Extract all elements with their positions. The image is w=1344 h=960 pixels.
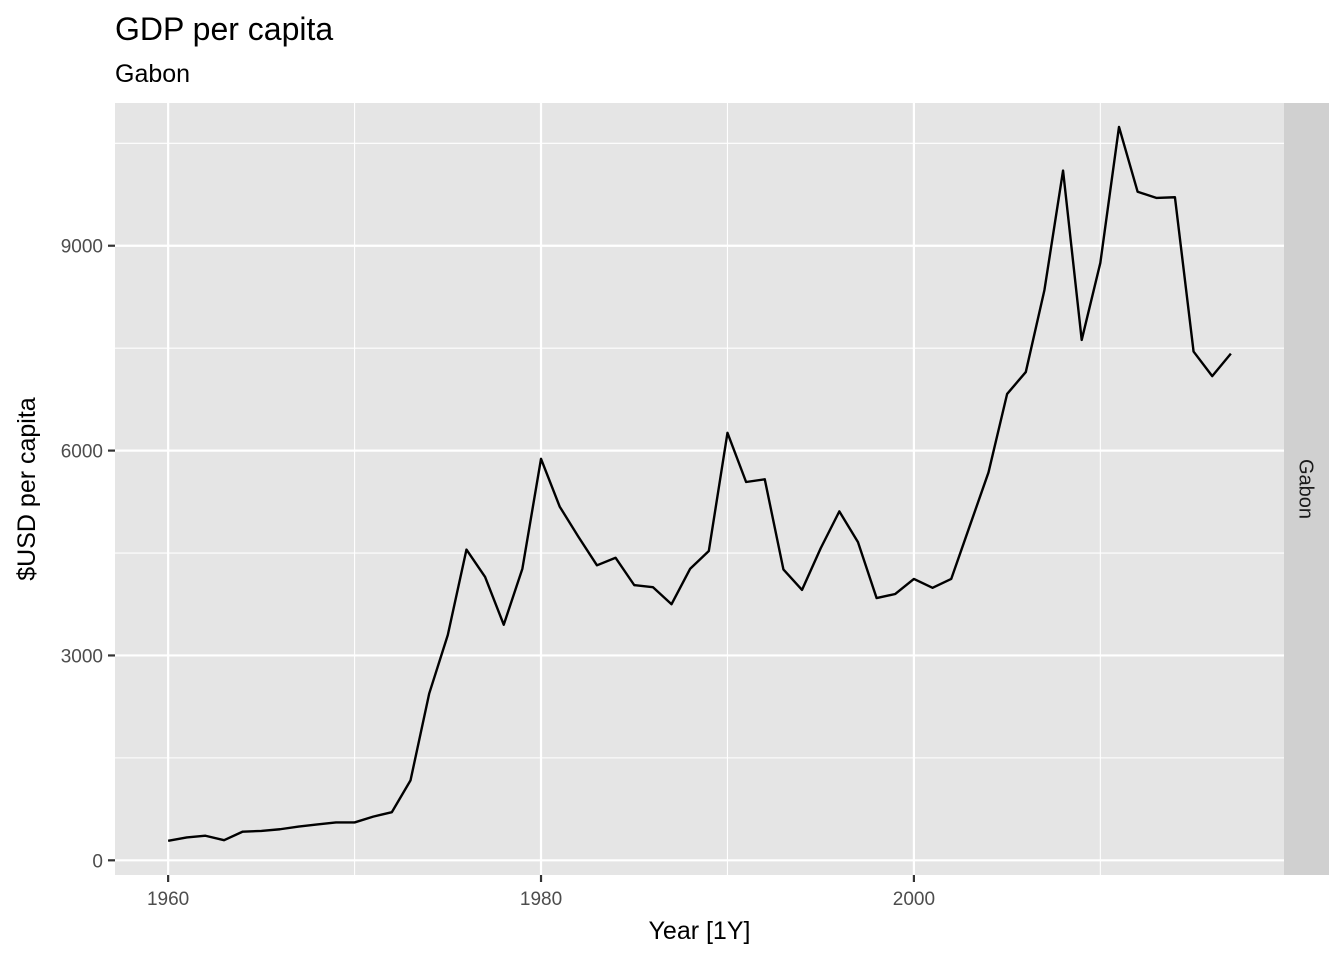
x-axis-title: Year [1Y] (649, 917, 751, 945)
x-tick-label: 1980 (520, 889, 562, 910)
x-tick-label: 1960 (147, 889, 189, 910)
facet-strip (1284, 103, 1329, 875)
chart-title: GDP per capita (115, 11, 333, 47)
chart-subtitle: Gabon (115, 60, 190, 88)
gdp-series-line (167, 125, 1232, 843)
y-tick-label: 6000 (61, 442, 103, 463)
y-axis-title: $USD per capita (13, 397, 41, 581)
x-tick-label: 2000 (893, 889, 935, 910)
y-tick-label: 9000 (61, 237, 103, 258)
y-tick-label: 0 (92, 851, 103, 872)
facet-strip-label: Gabon (1295, 459, 1317, 519)
axes: 1960 1980 2000 0 3000 6000 9000 (61, 237, 935, 910)
plot-panel (115, 103, 1284, 875)
grid-lines (115, 103, 1284, 875)
y-tick-label: 3000 (61, 646, 103, 667)
